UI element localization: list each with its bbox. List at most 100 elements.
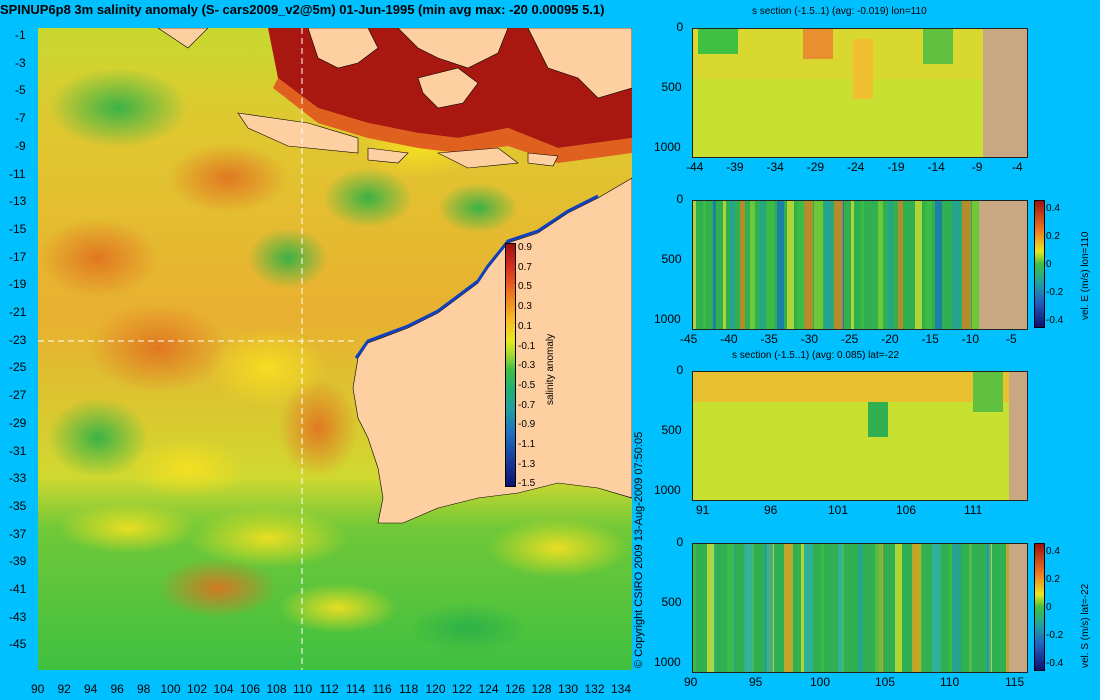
- p4-cb-tick: 0.2: [1046, 574, 1060, 585]
- map-x-tick: 112: [319, 682, 339, 696]
- map-area[interactable]: [38, 27, 633, 670]
- velocity-stripe: [888, 201, 893, 329]
- map-x-tick: 108: [266, 682, 287, 696]
- salinity-anomaly-map: [38, 27, 633, 670]
- panel1-land: [983, 29, 1027, 157]
- p2-x-tick: -5: [1006, 332, 1017, 346]
- p3-x-tick: 91: [696, 503, 710, 517]
- velocity-stripe: [986, 544, 991, 672]
- colorbar-tick: 0.1: [518, 320, 532, 332]
- p1-x-tick: -24: [847, 160, 865, 174]
- map-x-tick: 102: [187, 682, 208, 696]
- colorbar-tick: -0.5: [518, 379, 536, 391]
- velocity-stripe: [804, 544, 813, 672]
- velocity-stripe: [804, 201, 813, 329]
- panel4-land: [1009, 544, 1027, 672]
- velocity-stripe: [821, 544, 824, 672]
- map-x-tick: 120: [425, 682, 446, 696]
- p4-cb-tick: 0: [1046, 602, 1052, 613]
- velocity-stripe: [851, 201, 854, 329]
- p2-cb-tick: -0.2: [1046, 287, 1064, 298]
- velocity-stripe: [767, 201, 774, 329]
- velocity-stripe: [898, 201, 903, 329]
- p4-cb-tick: -0.2: [1046, 630, 1064, 641]
- panel1-plot: [693, 29, 1027, 157]
- velocity-stripe: [730, 201, 735, 329]
- panel3-land: [1009, 372, 1027, 500]
- p2-x-tick: -40: [720, 332, 738, 346]
- colorbar-tick: -0.1: [518, 340, 536, 352]
- velocity-stripe: [912, 544, 921, 672]
- velocity-stripe: [760, 201, 765, 329]
- velocity-stripe: [878, 201, 883, 329]
- velocity-stripe: [703, 201, 706, 329]
- p4-y-tick: 500: [661, 595, 682, 609]
- velocity-stripe: [858, 544, 863, 672]
- p2-cb-tick: 0.4: [1046, 203, 1060, 214]
- panel2-stripes: [693, 201, 981, 329]
- p4-cb-tick: 0.4: [1046, 546, 1060, 557]
- panel4-colorbar: [1034, 543, 1045, 671]
- map-x-tick: 118: [399, 682, 419, 696]
- map-x-tick: 130: [558, 682, 579, 696]
- p2-x-tick: -30: [800, 332, 819, 346]
- p2-x-tick: -15: [921, 332, 939, 346]
- p4-x-tick: 100: [810, 675, 831, 689]
- velocity-stripe: [707, 544, 714, 672]
- p2-x-tick: -25: [841, 332, 859, 346]
- p2-x-tick: -10: [961, 332, 980, 346]
- panel4-field: [693, 544, 1009, 672]
- velocity-stripe: [1006, 544, 1011, 672]
- velocity-stripe: [952, 544, 961, 672]
- map-x-tick: 90: [31, 682, 45, 696]
- p2-x-tick: -45: [680, 332, 698, 346]
- map-y-tick: -9: [15, 138, 26, 153]
- map-x-tick: 122: [452, 682, 473, 696]
- velocity-stripe: [935, 201, 942, 329]
- panel2-section[interactable]: [692, 200, 1028, 330]
- map-y-tick: -5: [15, 83, 26, 98]
- velocity-stripe: [777, 201, 784, 329]
- coastal-low-band: [354, 194, 599, 359]
- map-x-tick: 106: [240, 682, 261, 696]
- panel2-colorbar: [1034, 200, 1045, 328]
- velocity-stripe: [713, 201, 716, 329]
- velocity-stripe: [727, 544, 734, 672]
- panel2-land: [979, 201, 1027, 329]
- panel1-section[interactable]: [692, 28, 1028, 158]
- p4-x-tick: 115: [1005, 675, 1025, 689]
- map-x-tick: 110: [293, 682, 313, 696]
- p4-y-tick: 1000: [654, 655, 681, 669]
- panel3-patch2: [973, 372, 1003, 412]
- map-y-tick: -37: [9, 526, 27, 541]
- velocity-stripe: [723, 201, 726, 329]
- p1-x-tick: -19: [887, 160, 905, 174]
- map-y-tick: -19: [9, 277, 27, 292]
- salinity-colorbar: [505, 243, 516, 487]
- velocity-stripe: [834, 201, 843, 329]
- p4-x-tick: 95: [749, 675, 763, 689]
- velocity-stripe: [932, 544, 941, 672]
- map-x-tick: 114: [346, 682, 366, 696]
- map-y-tick: -23: [9, 332, 27, 347]
- panel1-patch4: [923, 29, 953, 64]
- map-y-tick: -1: [15, 28, 26, 42]
- p2-cb-tick: -0.4: [1046, 315, 1064, 326]
- map-y-tick: -25: [9, 360, 27, 375]
- map-y-tick: -29: [9, 415, 27, 430]
- panel4-section[interactable]: [692, 543, 1028, 673]
- velocity-stripe: [969, 544, 972, 672]
- p1-x-tick: -39: [726, 160, 744, 174]
- velocity-stripe: [797, 201, 804, 329]
- map-x-tick: 104: [213, 682, 234, 696]
- p2-y-tick: 500: [661, 252, 682, 266]
- p3-x-tick: 111: [964, 503, 983, 517]
- panel3-section[interactable]: [692, 371, 1028, 501]
- panel1-patch3: [853, 39, 873, 99]
- p4-x-tick: 90: [684, 675, 698, 689]
- map-x-tick: 134: [611, 682, 632, 696]
- p2-x-tick: -20: [881, 332, 899, 346]
- p1-y-tick: 0: [676, 20, 684, 34]
- p4-cb-tick: -0.4: [1046, 658, 1064, 669]
- panel2-colorbar-label: vel. E (m/s) lon=110: [1080, 231, 1091, 320]
